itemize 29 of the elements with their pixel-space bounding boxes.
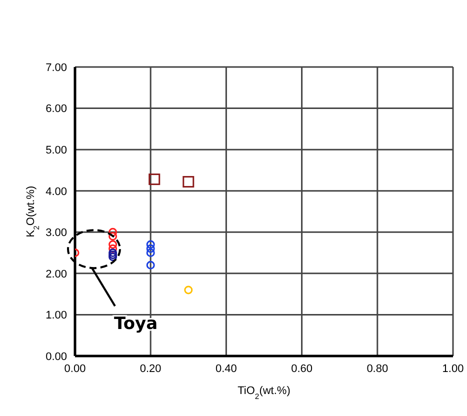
y-tick-label: 3.00 (46, 227, 67, 240)
y-tick-label: 0.00 (46, 350, 67, 363)
point (182, 176, 194, 188)
x-tick-label: 0.00 (64, 362, 86, 375)
x-tick-label: 1.00 (442, 362, 464, 375)
y-tick-label: 6.00 (46, 103, 67, 116)
point (146, 260, 155, 270)
point (146, 248, 155, 258)
y-tick-label: 5.00 (46, 144, 67, 156)
point (108, 232, 118, 241)
y-tick-label: 4.00 (46, 186, 67, 198)
y-tick-label: 1.00 (46, 310, 67, 322)
point (108, 250, 118, 260)
x-axis-title: TiO$_{2}$(wt.%) (238, 385, 290, 400)
x-tick-label: 0.60 (291, 362, 313, 375)
point (146, 240, 155, 249)
point (108, 244, 118, 253)
y-tick-label: 2.00 (46, 268, 67, 280)
y-tick-label: 7.00 (46, 62, 67, 74)
x-tick-label: 0.20 (140, 362, 162, 375)
x-tick-label: 0.40 (215, 362, 237, 375)
point (184, 286, 193, 294)
point (108, 252, 118, 262)
x-tick-label: 0.80 (366, 362, 388, 375)
point (108, 240, 118, 249)
point (148, 174, 160, 186)
point (146, 244, 155, 253)
point (108, 228, 118, 236)
point (108, 248, 118, 258)
